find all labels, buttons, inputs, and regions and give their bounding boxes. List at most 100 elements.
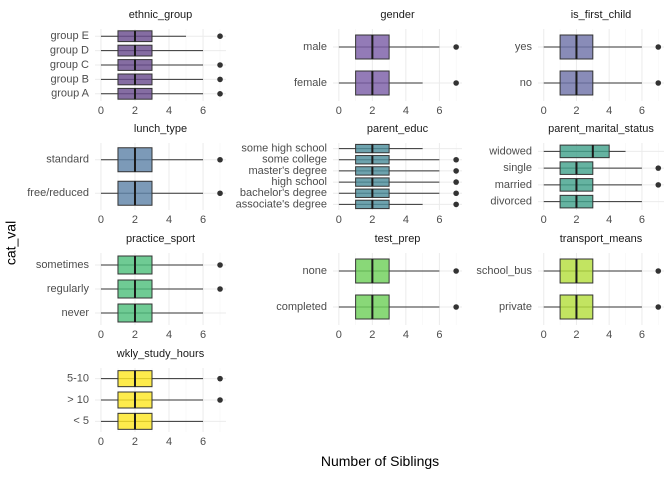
box-group-d: [100, 44, 204, 57]
outlier-point: [217, 190, 223, 197]
category-label: standard: [46, 154, 89, 166]
outlier-point: [217, 76, 223, 83]
outlier-point: [217, 62, 223, 68]
x-tick-label: 0: [541, 329, 547, 341]
x-tick-label: 0: [541, 105, 547, 117]
box-group-a: [100, 87, 223, 100]
box-yes: [543, 34, 662, 60]
outlier-point: [453, 44, 459, 50]
x-tick-label: 6: [200, 436, 206, 448]
panel-practice-sport: practice_sport sometimes regularly never 0 2 4…: [36, 233, 226, 341]
x-tick-label: 2: [132, 214, 138, 226]
panel-title: gender: [380, 9, 415, 21]
outlier-point: [217, 156, 223, 163]
outlier-point: [655, 268, 662, 274]
panel-title: parent_marital_status: [548, 123, 654, 135]
x-tick-label: 2: [369, 214, 375, 226]
box-school-bus: [543, 258, 662, 284]
panel-title: lunch_type: [134, 123, 187, 135]
box-male: [338, 34, 459, 60]
box-group-b: [100, 73, 223, 86]
category-label: never: [61, 307, 89, 319]
outlier-point: [655, 165, 662, 171]
box-female: [338, 70, 459, 96]
box-private: [543, 294, 662, 320]
category-label: sometimes: [36, 259, 90, 271]
box-never: [100, 303, 204, 323]
box-divorced: [543, 194, 642, 209]
x-tick-label: 2: [369, 105, 375, 117]
outlier-point: [453, 304, 459, 310]
x-tick-label: 0: [336, 329, 342, 341]
outlier-point: [453, 268, 459, 274]
outlier-point: [655, 44, 662, 50]
category-label: single: [503, 162, 532, 174]
panel-title: wkly_study_hours: [116, 348, 205, 360]
category-label: male: [303, 41, 327, 53]
box-single: [543, 161, 662, 175]
x-tick-label: 4: [403, 214, 409, 226]
x-tick-label: 2: [573, 214, 579, 226]
x-tick-label: 0: [98, 214, 104, 226]
panel-title: ethnic_group: [129, 9, 193, 21]
outlier-point: [453, 201, 459, 208]
outlier-point: [453, 168, 459, 174]
x-tick-label: 6: [200, 214, 206, 226]
category-label: group B: [50, 73, 89, 85]
box-married: [543, 178, 662, 192]
outlier-point: [217, 375, 223, 382]
x-tick-label: 6: [436, 329, 442, 341]
box-sometimes: [100, 255, 223, 275]
x-tick-label: 4: [166, 436, 172, 448]
x-tick-label: 2: [132, 105, 138, 117]
category-label: yes: [515, 41, 533, 53]
box-group-c: [100, 59, 223, 71]
category-label: associate's degree: [236, 198, 327, 210]
panel-title: test_prep: [375, 233, 421, 245]
category-label: 5-10: [67, 373, 89, 385]
box-some-high-school: [338, 143, 423, 154]
x-tick-label: 6: [639, 214, 645, 226]
box-completed: [338, 294, 459, 320]
category-label: some high school: [241, 142, 327, 154]
box-high-school: [338, 177, 459, 187]
x-tick-label: 0: [98, 436, 104, 448]
x-tick-label: 4: [166, 105, 172, 117]
box-master-s-degree: [338, 166, 459, 176]
outlier-point: [655, 182, 662, 188]
panel-lunch-type: lunch_type standard free/reduced 0 2 4 6: [27, 123, 226, 226]
category-label: completed: [276, 301, 327, 313]
category-label: group C: [50, 59, 89, 71]
box-5-10: [100, 370, 223, 388]
x-tick-label: 2: [132, 329, 138, 341]
box-widowed: [543, 144, 626, 159]
box-standard: [100, 147, 223, 173]
outlier-point: [217, 286, 223, 292]
outlier-point: [655, 304, 662, 310]
x-tick-label: 2: [132, 436, 138, 448]
iqr-box: [559, 144, 610, 159]
category-label: divorced: [490, 196, 532, 208]
outlier-point: [453, 190, 459, 197]
x-tick-label: 4: [606, 329, 612, 341]
x-tick-label: 0: [98, 329, 104, 341]
panel-title: transport_means: [560, 233, 643, 245]
outlier-point: [655, 80, 662, 86]
category-label: high school: [271, 176, 327, 188]
x-tick-label: 0: [336, 105, 342, 117]
category-label: group E: [50, 30, 89, 42]
outlier-point: [217, 91, 223, 97]
category-label: < 5: [73, 415, 89, 427]
outlier-point: [453, 156, 459, 163]
x-tick-label: 4: [403, 105, 409, 117]
panel-title: parent_educ: [367, 123, 429, 135]
category-label: married: [495, 179, 532, 191]
category-label: group A: [51, 88, 90, 100]
category-label: group D: [50, 45, 89, 57]
category-label: regularly: [47, 283, 90, 295]
panel-title: is_first_child: [571, 9, 632, 21]
